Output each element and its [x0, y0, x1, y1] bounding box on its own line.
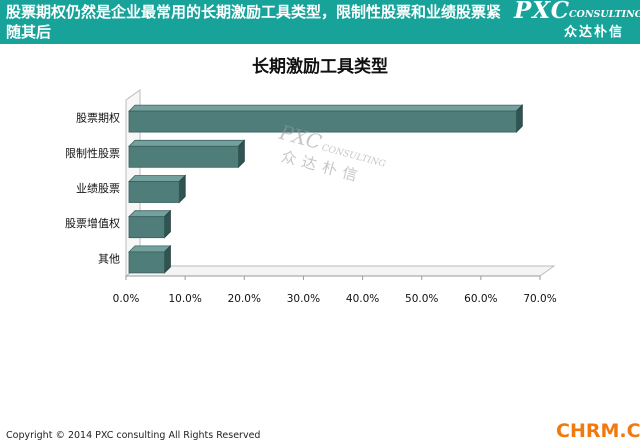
x-tick-label: 50.0% [405, 293, 438, 305]
bar [128, 110, 517, 133]
chart-floor [124, 265, 556, 277]
bar-top [128, 210, 172, 218]
x-tick-label: 70.0% [523, 293, 556, 305]
category-label: 其他 [98, 252, 120, 265]
bar [128, 181, 180, 203]
x-tick-label: 0.0% [113, 293, 140, 305]
footer-site-logo: CHRM.CN [556, 420, 640, 442]
bar [128, 216, 165, 239]
category-label: 业绩股票 [76, 182, 120, 195]
category-label: 股票增值权 [65, 216, 120, 230]
slide-title: 股票期权仍然是企业最常用的长期激励工具类型，限制性股票和业绩股票紧随其后 [6, 3, 502, 41]
bar [128, 145, 239, 168]
x-tick-label: 10.0% [168, 293, 201, 305]
footer-copyright: Copyright © 2014 PXC consulting All Righ… [6, 430, 261, 441]
category-label: 限制性股票 [65, 146, 120, 160]
header-bar: 股票期权仍然是企业最常用的长期激励工具类型，限制性股票和业绩股票紧随其后 PXC… [0, 0, 640, 44]
x-tick-label: 40.0% [346, 293, 379, 305]
category-label: 股票期权 [76, 112, 120, 125]
bar-top [128, 175, 187, 182]
brand-logo-pxc: PXC [514, 0, 571, 24]
bar-top [128, 139, 246, 147]
brand-logo-consulting: CONSULTING [569, 9, 640, 20]
x-tick-label: 20.0% [228, 293, 261, 305]
bar-top [128, 104, 524, 112]
x-tick-label: 30.0% [287, 293, 320, 305]
chart-title: 长期激励工具类型 [252, 57, 388, 77]
x-tick-label: 60.0% [464, 293, 497, 305]
bar-top [128, 245, 172, 253]
brand-logo-chinese: 众达朴信 [564, 25, 625, 40]
bar [128, 251, 165, 274]
